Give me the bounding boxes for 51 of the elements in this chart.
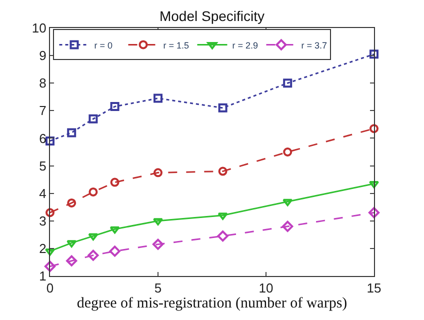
point [66,240,77,248]
chart-title: Model Specificity [159,8,265,24]
point [218,212,228,220]
legend-label: r = 2.9 [232,40,258,50]
point [217,230,228,242]
legend-label: r = 3.7 [301,40,328,50]
x-axis-title: degree of mis-registration (number of warps) [76,296,348,312]
x-tick-label: 15 [366,280,382,296]
point [110,102,120,112]
y-tick-label: 4 [39,186,46,201]
point [88,250,99,261]
point [88,233,98,241]
point [67,128,76,138]
point [46,136,54,146]
point [44,248,56,256]
y-tick-label: 6 [39,130,46,146]
point [44,260,56,272]
point [152,238,164,250]
point [282,220,294,232]
point [218,166,228,176]
x-tick-label: 10 [258,280,274,296]
y-tick-label: 8 [39,76,46,91]
point [368,180,380,188]
point [154,168,162,178]
point [370,124,378,134]
x-tick-label: 0 [46,280,54,296]
legend-label: r = 0 [94,40,113,50]
y-tick-label: 2 [39,240,46,256]
point [110,226,120,234]
point [368,207,380,218]
x-tick-label: 5 [154,280,162,296]
point [283,78,292,88]
point [109,246,120,257]
y-tick-label: 5 [39,158,46,174]
point [88,187,98,196]
y-tick-label: 10 [32,20,46,36]
point [110,178,120,187]
point [154,94,162,103]
y-tick-label: 1 [39,268,46,284]
point [46,208,54,218]
legend-label: r = 1.5 [163,40,190,50]
y-tick-label: 9 [39,48,46,64]
point [88,114,98,124]
point [67,198,76,208]
point [283,148,292,156]
point [66,255,78,266]
point [218,103,228,112]
y-tick-label: 3 [39,213,46,228]
point [370,50,378,59]
point [282,198,293,206]
y-tick-label: 7 [39,103,46,118]
